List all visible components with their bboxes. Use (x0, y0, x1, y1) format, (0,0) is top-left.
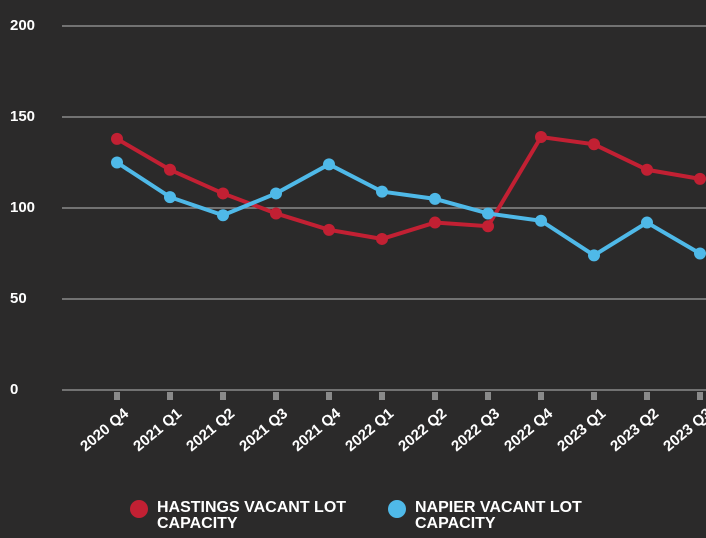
data-point (641, 163, 653, 176)
data-point (588, 138, 600, 151)
data-point (641, 216, 653, 229)
x-tick-label: 2022 Q2 (395, 405, 450, 455)
data-point (111, 156, 123, 169)
x-tick-label: 2023 Q1 (554, 405, 609, 455)
x-tick (220, 392, 226, 400)
legend-swatch (130, 500, 148, 518)
x-tick (167, 392, 173, 400)
x-tick-label: 2022 Q3 (448, 405, 503, 455)
data-point (323, 158, 335, 171)
x-tick (326, 392, 332, 400)
data-point (694, 172, 706, 185)
data-point (270, 187, 282, 200)
x-tick (273, 392, 279, 400)
data-point (217, 209, 229, 222)
data-point (429, 216, 441, 229)
x-tick-label: 2021 Q3 (236, 405, 291, 455)
data-point (164, 191, 176, 204)
data-point (588, 249, 600, 262)
data-point (164, 163, 176, 176)
data-point (376, 185, 388, 198)
x-tick-label: 2021 Q4 (289, 405, 345, 455)
legend-label: NAPIER VACANT LOT CAPACITY (415, 499, 582, 532)
data-point (429, 192, 441, 205)
x-tick-label: 2022 Q4 (501, 405, 557, 455)
data-point (376, 232, 388, 245)
y-tick-label: 0 (10, 381, 18, 398)
x-tick-label: 2022 Q1 (342, 405, 397, 455)
data-point (270, 207, 282, 220)
x-tick (538, 392, 544, 400)
data-point (482, 220, 494, 233)
data-point (694, 247, 706, 260)
y-tick-label: 200 (10, 17, 35, 34)
legend-item: NAPIER VACANT LOT CAPACITY (388, 500, 605, 532)
x-tick-label: 2020 Q4 (77, 405, 133, 455)
x-tick (432, 392, 438, 400)
x-tick-label: 2021 Q1 (130, 405, 185, 455)
x-tick (644, 392, 650, 400)
x-tick-label: 2023 Q2 (607, 405, 662, 455)
legend-item: HASTINGS VACANT LOT CAPACITY (130, 500, 347, 532)
x-tick (697, 392, 703, 400)
data-point (111, 132, 123, 145)
series-line (115, 160, 702, 258)
series-line (115, 134, 701, 241)
y-tick-label: 100 (10, 199, 35, 216)
x-tick (591, 392, 597, 400)
legend-swatch (388, 500, 406, 518)
x-tick-label: 2023 Q3 (660, 405, 706, 455)
x-tick (114, 392, 120, 400)
data-point (535, 214, 547, 227)
data-point (482, 207, 494, 220)
data-point (535, 131, 547, 144)
data-point (323, 223, 335, 236)
y-tick-label: 150 (10, 108, 35, 125)
x-tick-label: 2021 Q2 (183, 405, 238, 455)
y-tick-label: 50 (10, 290, 27, 307)
data-point (217, 187, 229, 200)
x-tick (379, 392, 385, 400)
legend-label: HASTINGS VACANT LOT CAPACITY (157, 499, 347, 532)
x-tick (485, 392, 491, 400)
